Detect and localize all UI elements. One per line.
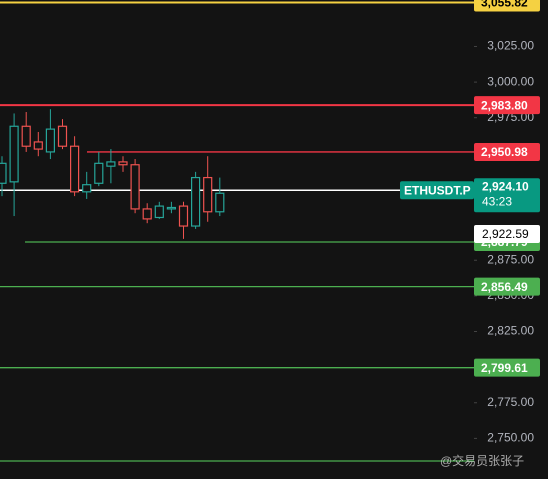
candle-body [94, 162, 104, 184]
candle-body [166, 206, 176, 210]
candle-body [215, 192, 225, 213]
candle-body [57, 125, 68, 147]
candle-body [45, 128, 56, 153]
candle-body [203, 176, 213, 213]
candle-body [33, 141, 43, 150]
level-label: 2,983.80 [481, 98, 528, 112]
symbol-label: ETHUSDT.P [404, 183, 471, 197]
candle-body [106, 161, 116, 167]
level-label-box [474, 142, 540, 161]
level-label-box [474, 277, 540, 296]
candle-body [142, 208, 152, 220]
level-label-box [474, 358, 540, 377]
candle-body [0, 162, 7, 184]
current-price-box [474, 178, 540, 213]
candle-body [130, 164, 140, 210]
candle-body [21, 125, 31, 147]
level-label: 2,799.61 [481, 361, 528, 375]
level-label: 2,856.49 [481, 280, 528, 294]
current-price-label: 2,924.10 [482, 179, 529, 193]
candle-body [82, 184, 92, 193]
y-tick-label: 2,825.00 [487, 324, 534, 338]
y-tick-label: 2,775.00 [487, 395, 534, 409]
last-price-box [474, 225, 540, 243]
y-tick-label: 2,750.00 [487, 431, 534, 445]
level-label: 3,055.82 [481, 0, 528, 10]
level-label: 2,950.98 [481, 145, 528, 159]
symbol-box [400, 181, 474, 200]
y-tick-label: 3,000.00 [487, 74, 534, 88]
candle-body [69, 145, 80, 193]
last-price-label: 2,922.59 [482, 227, 529, 241]
level-label-box [474, 96, 540, 115]
candle-body [118, 161, 128, 166]
countdown-label: 43:23 [482, 194, 512, 208]
candle-body [9, 125, 19, 183]
candle-body [178, 205, 189, 227]
y-tick-label: 2,875.00 [487, 252, 534, 266]
y-tick-label: 3,025.00 [487, 39, 534, 53]
candle-body [154, 205, 164, 219]
level-label-box [474, 0, 540, 12]
candle-body [191, 176, 201, 227]
watermark: @交易员张张子 [440, 453, 524, 468]
